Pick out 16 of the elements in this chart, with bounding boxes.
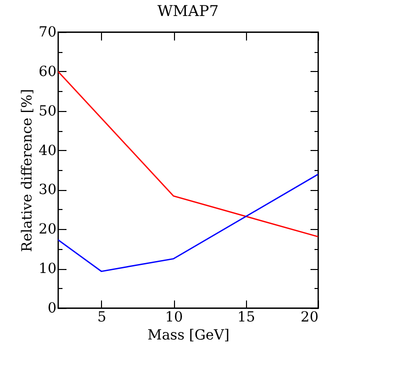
- x-tick-label: 5: [97, 310, 106, 326]
- line-series: [58, 174, 318, 272]
- x-tick-label: 20: [300, 310, 318, 326]
- x-tick-label: 10: [165, 310, 183, 326]
- y-tick-label: 0: [48, 300, 56, 316]
- x-axis-title: Mass [GeV]: [147, 328, 230, 344]
- chart-title: WMAP7: [157, 2, 219, 20]
- y-axis-title: Relative difference [%]: [20, 89, 36, 252]
- y-tick-label: 70: [38, 24, 56, 40]
- y-tick-label: 10: [38, 261, 56, 278]
- x-tick-label: 15: [237, 310, 256, 326]
- y-tick-label: 30: [38, 182, 56, 198]
- y-tick-label: 40: [38, 142, 56, 159]
- y-tick-label: 60: [38, 64, 56, 80]
- y-tick-label: 50: [38, 103, 56, 120]
- y-tick-label: 20: [38, 222, 56, 238]
